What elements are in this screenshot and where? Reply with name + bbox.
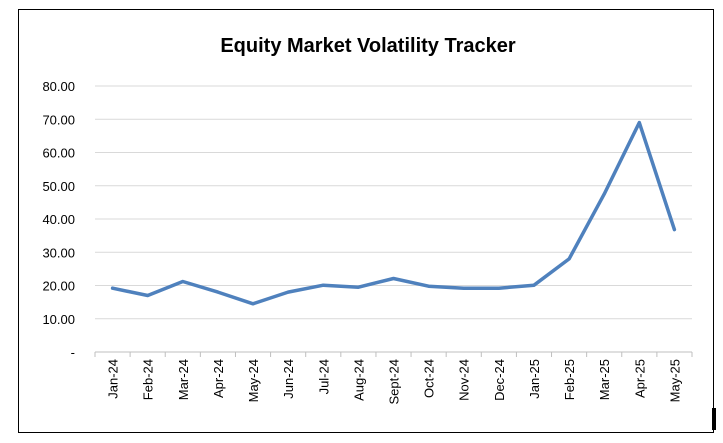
data-point bbox=[146, 293, 150, 297]
series-line bbox=[110, 120, 677, 306]
x-axis-tick-labels: Jan-24 Feb-24 Mar-24 Apr-24 May-24 Jun-24 Jul-… bbox=[106, 359, 683, 405]
data-point bbox=[216, 290, 220, 294]
chart-frame bbox=[18, 9, 714, 433]
y-tick-label: 30.00 bbox=[42, 245, 75, 260]
data-point bbox=[427, 284, 431, 288]
data-point bbox=[321, 283, 325, 287]
y-tick-label: 50.00 bbox=[42, 179, 75, 194]
x-tick-label: Aug-24 bbox=[351, 359, 366, 401]
series-layer bbox=[110, 120, 677, 306]
x-tick-label: Jul-24 bbox=[316, 359, 331, 394]
data-point bbox=[602, 192, 606, 196]
data-point bbox=[637, 121, 641, 125]
y-axis-tick-labels: - 10.00 20.00 30.00 40.00 50.00 60.00 70.00 80.0… bbox=[42, 79, 75, 360]
y-tick-label: - bbox=[71, 345, 75, 360]
x-tick-label: Jan-24 bbox=[106, 359, 121, 399]
x-tick-label: May-24 bbox=[246, 359, 261, 402]
data-point bbox=[356, 285, 360, 289]
y-tick-label: 20.00 bbox=[42, 279, 75, 294]
data-point bbox=[497, 286, 501, 290]
x-tick-label: Feb-25 bbox=[562, 359, 577, 400]
x-tick-label: Apr-24 bbox=[211, 359, 226, 398]
data-point bbox=[181, 280, 185, 284]
data-point bbox=[672, 228, 676, 232]
chart-title: Equity Market Volatility Tracker bbox=[220, 35, 516, 57]
y-tick-label: 40.00 bbox=[42, 212, 75, 227]
y-tick-label: 70.00 bbox=[42, 112, 75, 127]
x-tick-label: Apr-25 bbox=[632, 359, 647, 398]
x-tick-label: Jan-25 bbox=[527, 359, 542, 399]
x-tick-label: Sept-24 bbox=[387, 359, 402, 405]
x-tick-label: Oct-24 bbox=[422, 359, 437, 398]
y-tick-label: 60.00 bbox=[42, 146, 75, 161]
x-tick-label: Nov-24 bbox=[457, 359, 472, 401]
data-point bbox=[111, 286, 115, 290]
data-point bbox=[532, 283, 536, 287]
x-tick-label: Jun-24 bbox=[281, 359, 296, 399]
data-point bbox=[462, 286, 466, 290]
frame-edge-mark bbox=[712, 408, 716, 430]
x-tick-label: Mar-24 bbox=[176, 359, 191, 400]
x-tick-label: May-25 bbox=[667, 359, 682, 402]
data-point bbox=[567, 257, 571, 261]
data-point bbox=[392, 277, 395, 281]
y-tick-label: 10.00 bbox=[42, 312, 75, 327]
x-tick-label: Feb-24 bbox=[141, 359, 156, 400]
y-tick-label: 80.00 bbox=[42, 79, 75, 94]
x-tick-label: Dec-24 bbox=[492, 359, 507, 401]
x-axis bbox=[94, 351, 693, 357]
data-point bbox=[251, 302, 255, 306]
x-tick-label: Mar-25 bbox=[597, 359, 612, 400]
data-point bbox=[286, 290, 290, 294]
